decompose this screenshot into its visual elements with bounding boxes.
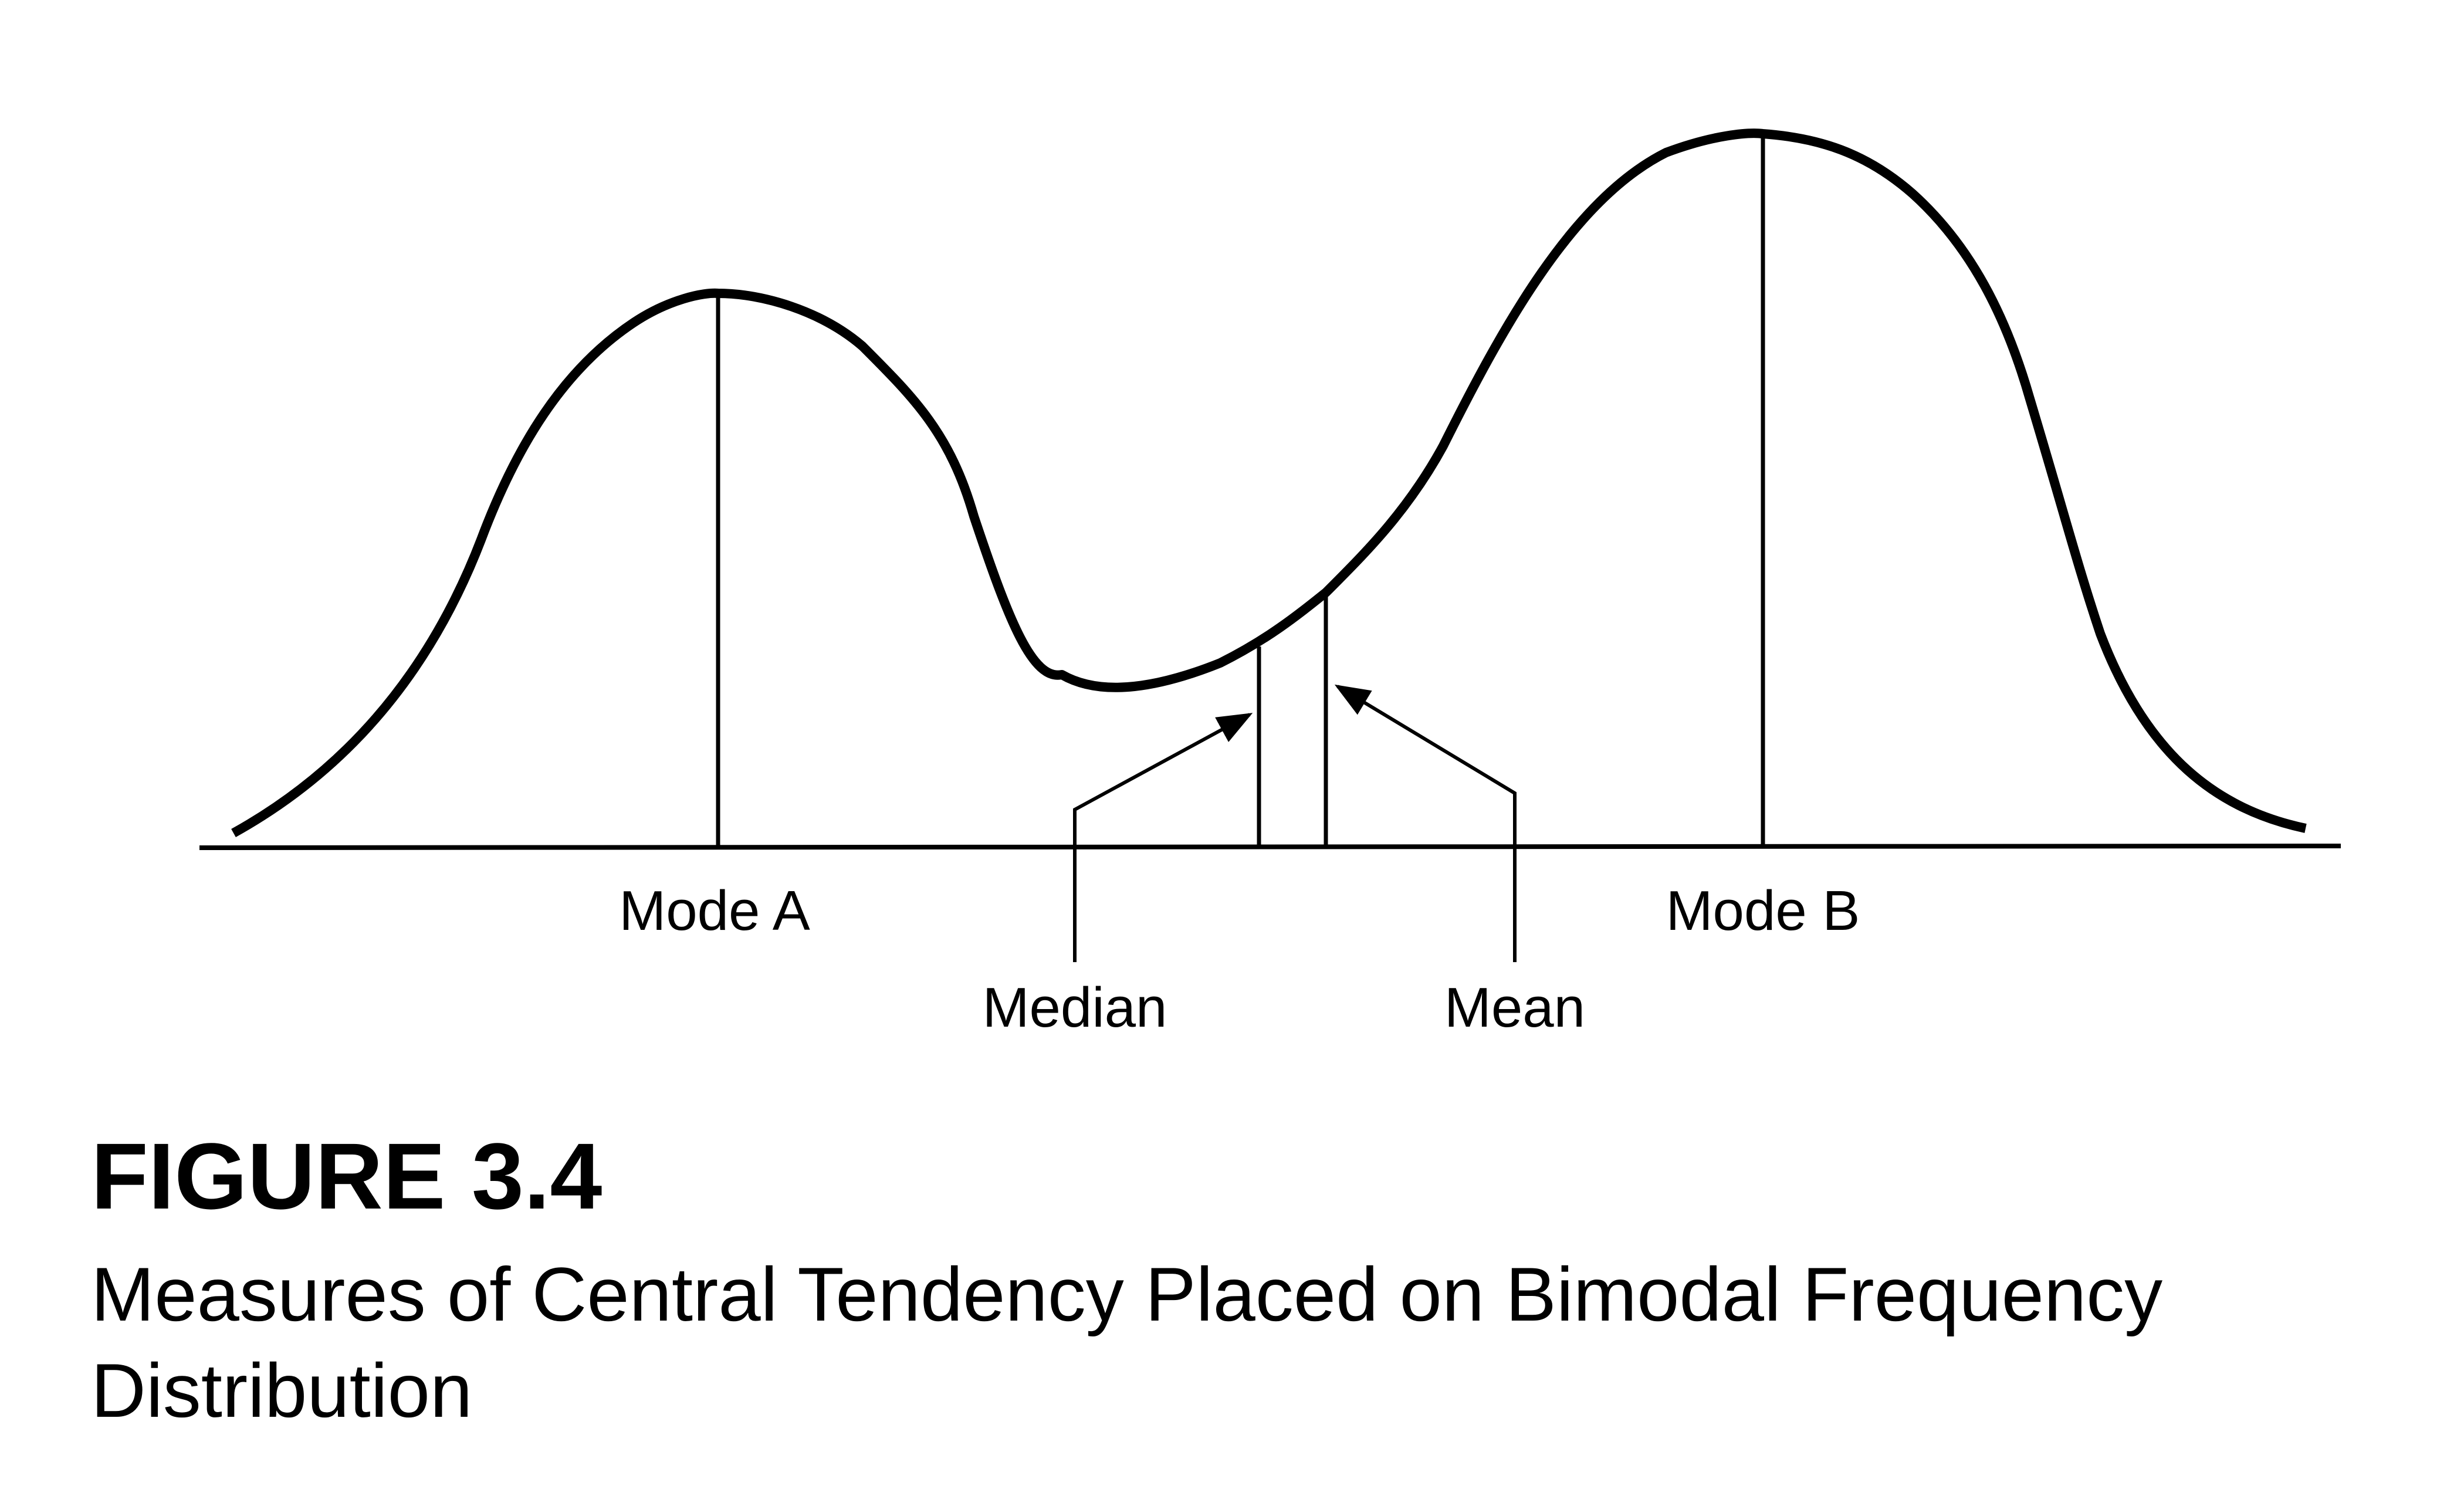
baseline-axis	[199, 844, 2341, 850]
mean-label: Mean	[1444, 976, 1585, 1039]
mode-b-label: Mode B	[1666, 879, 1860, 942]
mean-leader-arrow	[1334, 684, 1517, 962]
figure-number: FIGURE 3.4	[91, 1123, 603, 1228]
mode-a-label: Mode A	[619, 879, 810, 942]
bimodal-curve	[231, 128, 2307, 837]
median-leader-arrow	[1073, 713, 1253, 962]
figure-title: Measures of Central Tendency Placed on B…	[91, 1251, 2163, 1433]
median-label: Median	[983, 976, 1167, 1039]
